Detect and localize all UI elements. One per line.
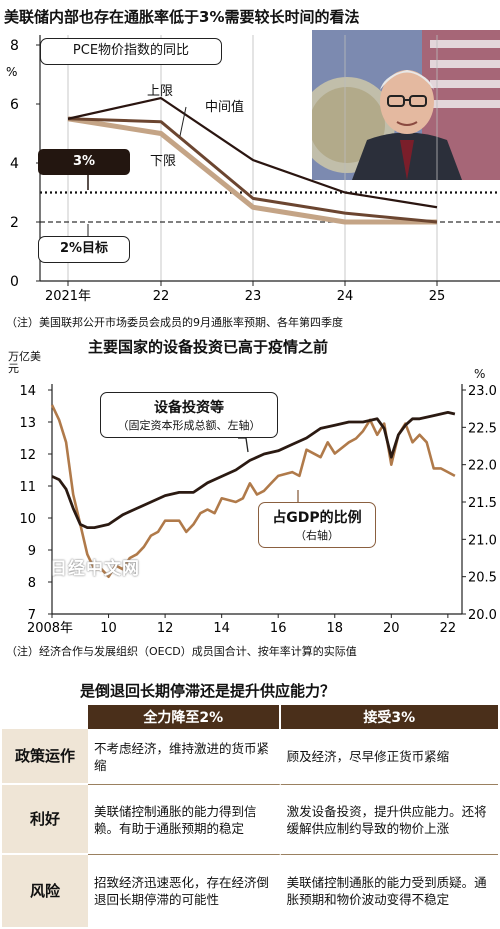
investment-line <box>51 411 456 529</box>
chart2-left-tick-label: 10 <box>19 512 36 527</box>
chart1-ytick-label: 8 <box>10 38 19 54</box>
chart2-right-tick-label: 22.5 <box>468 421 497 436</box>
chart2-xtick-label: 2008年 <box>27 621 73 636</box>
series-upper-line <box>67 97 438 209</box>
chart1-xtick-label: 23 <box>245 289 262 304</box>
chart2-right-tick-label: 23.0 <box>468 384 497 399</box>
chart2-series <box>50 404 456 578</box>
table-corner <box>2 705 88 729</box>
ref-3pct-label: 3% <box>38 149 130 175</box>
chart2-left-tick-label: 11 <box>19 480 36 495</box>
chart2-xtick-label: 14 <box>213 621 230 636</box>
chart1-ytick-label: 2 <box>10 215 19 231</box>
chart1-label-box: PCE物价指数的同比 <box>40 38 222 65</box>
speaker-photo-drawing <box>312 30 500 180</box>
chart2-headline: 主要国家的设备投资已高于疫情之前 <box>88 338 329 356</box>
row-label-benefit: 利好 <box>2 785 88 855</box>
chart2-xtick-label: 18 <box>326 621 343 636</box>
invest-box-pointer <box>238 437 249 453</box>
gdp-series-name: 占GDP的比例 <box>272 510 362 526</box>
chart1-headline: 美联储内部也存在通胀率低于3%需要较长时间的看法 <box>4 8 360 26</box>
chart2-left-tick-label: 12 <box>19 448 36 463</box>
table-headline: 是倒退回长期停滞还是提升供应能力？ <box>80 682 336 700</box>
gdp-share-line <box>50 404 456 578</box>
cell-policy-a: 不考虑经济，维持激进的货币紧缩 <box>88 729 281 785</box>
middle-label-leader <box>179 106 187 137</box>
series-upper-label: 上限 <box>147 84 174 99</box>
comparison-table: 全力降至2% 接受3% 政策运作 不考虑经济，维持激进的货币紧缩 顾及经济，尽早… <box>2 705 498 927</box>
chart2-right-tick-label: 21.0 <box>468 533 497 548</box>
chart2-left-tick-label: 14 <box>19 384 36 399</box>
header-accept-3: 接受3% <box>280 705 498 729</box>
chart2-left-tick-label: 8 <box>28 576 36 591</box>
row-label-risk: 风险 <box>2 855 88 927</box>
chart2-xtick-label: 12 <box>157 621 174 636</box>
series-middle-label: 中间值 <box>205 100 245 115</box>
chart2-left-unit: 万亿美元 <box>8 350 41 375</box>
chart2-xtick-label: 22 <box>440 621 457 636</box>
chart1-xtick-label: 22 <box>153 289 170 304</box>
chart2-right-tick-label: 22.0 <box>468 459 497 474</box>
chart1-xtick-label: 2021年 <box>45 289 91 304</box>
chart2-right-tick-label: 20.0 <box>468 608 497 623</box>
chart1-ytick-label: 0 <box>10 274 19 290</box>
row-label-policy: 政策运作 <box>2 729 88 785</box>
chart2-axes: 7 8 9 10 11 12 13 14 20.0 20.5 21.0 21.5 22.0 22.5 23.… <box>19 384 497 636</box>
chart2-xtick-label: 10 <box>100 621 117 636</box>
chart1-note: （注）美国联邦公开市场委员会成员的9月通胀率预期、各年第四季度 <box>6 316 343 329</box>
invest-series-box: 设备投资等 （固定资本形成总额、左轴） <box>100 392 278 438</box>
chart2-right-tick-label: 20.5 <box>468 571 497 586</box>
chart2-right-unit: % <box>474 367 486 381</box>
chart1-reference-lines <box>40 191 500 223</box>
table-row: 利好 美联储控制通胀的能力得到信赖。有助于通胀预期的稳定 激发设备投资，提升供应… <box>2 785 498 855</box>
chart2-right-tick-label: 21.5 <box>468 496 497 511</box>
series-middle-line <box>67 117 438 224</box>
cell-risk-b: 美联储控制通胀的能力受到质疑。通胀预期和物价波动变得不稳定 <box>286 875 487 907</box>
ref-2pct-label: 2%目标 <box>38 236 130 263</box>
chart1-xtick-label: 24 <box>337 289 354 304</box>
series-lower-label: 下限 <box>150 154 177 169</box>
table-header-row: 全力降至2% 接受3% <box>2 705 498 729</box>
chart1-ytick-label: 6 <box>10 97 19 113</box>
header-full-cut: 全力降至2% <box>88 705 281 729</box>
table-row: 政策运作 不考虑经济，维持激进的货币紧缩 顾及经济，尽早修正货币紧缩 <box>2 729 498 785</box>
gdp-series-sub: （右轴） <box>295 529 339 542</box>
chart2-left-tick-label: 7 <box>28 608 36 623</box>
gdp-series-box: 占GDP的比例 （右轴） <box>258 502 376 548</box>
chart2-left-tick-label: 13 <box>19 416 36 431</box>
table-row: 风险 招致经济迅速恶化，存在经济倒退回长期停滞的可能性 美联储控制通胀的能力受到… <box>2 855 498 927</box>
chart2-xtick-label: 20 <box>383 621 400 636</box>
cell-risk-a: 招致经济迅速恶化，存在经济倒退回长期停滞的可能性 <box>88 855 281 927</box>
chart1-series <box>67 97 438 236</box>
speaker-photo <box>312 30 500 180</box>
watermark: 日经中文网 <box>50 559 140 579</box>
chart1-y-unit: % <box>6 65 17 79</box>
chart2-xtick-label: 16 <box>270 621 287 636</box>
chart2-note: （注）经济合作与发展组织（OECD）成员国合计、按年率计算的实际值 <box>6 645 357 658</box>
chart1-xtick-label: 25 <box>429 289 446 304</box>
chart1-ytick-label: 4 <box>10 156 19 172</box>
chart2-left-tick-label: 9 <box>28 544 36 559</box>
series-lower-line <box>67 116 437 225</box>
invest-series-sub: （固定资本形成总额、左轴） <box>117 419 261 432</box>
cell-benefit-b: 激发设备投资，提升供应能力。还将缓解供应制约导致的物价上涨 <box>280 785 498 855</box>
invest-series-name: 设备投资等 <box>154 400 224 416</box>
capex-chart: 7 8 9 10 11 12 13 14 20.0 20.5 21.0 21.5 22.0 22.5 23.… <box>19 384 497 636</box>
chart1-grid <box>67 35 438 281</box>
cell-policy-b: 顾及经济，尽早修正货币紧缩 <box>280 729 498 785</box>
cell-benefit-a: 美联储控制通胀的能力得到信赖。有助于通胀预期的稳定 <box>88 785 281 855</box>
